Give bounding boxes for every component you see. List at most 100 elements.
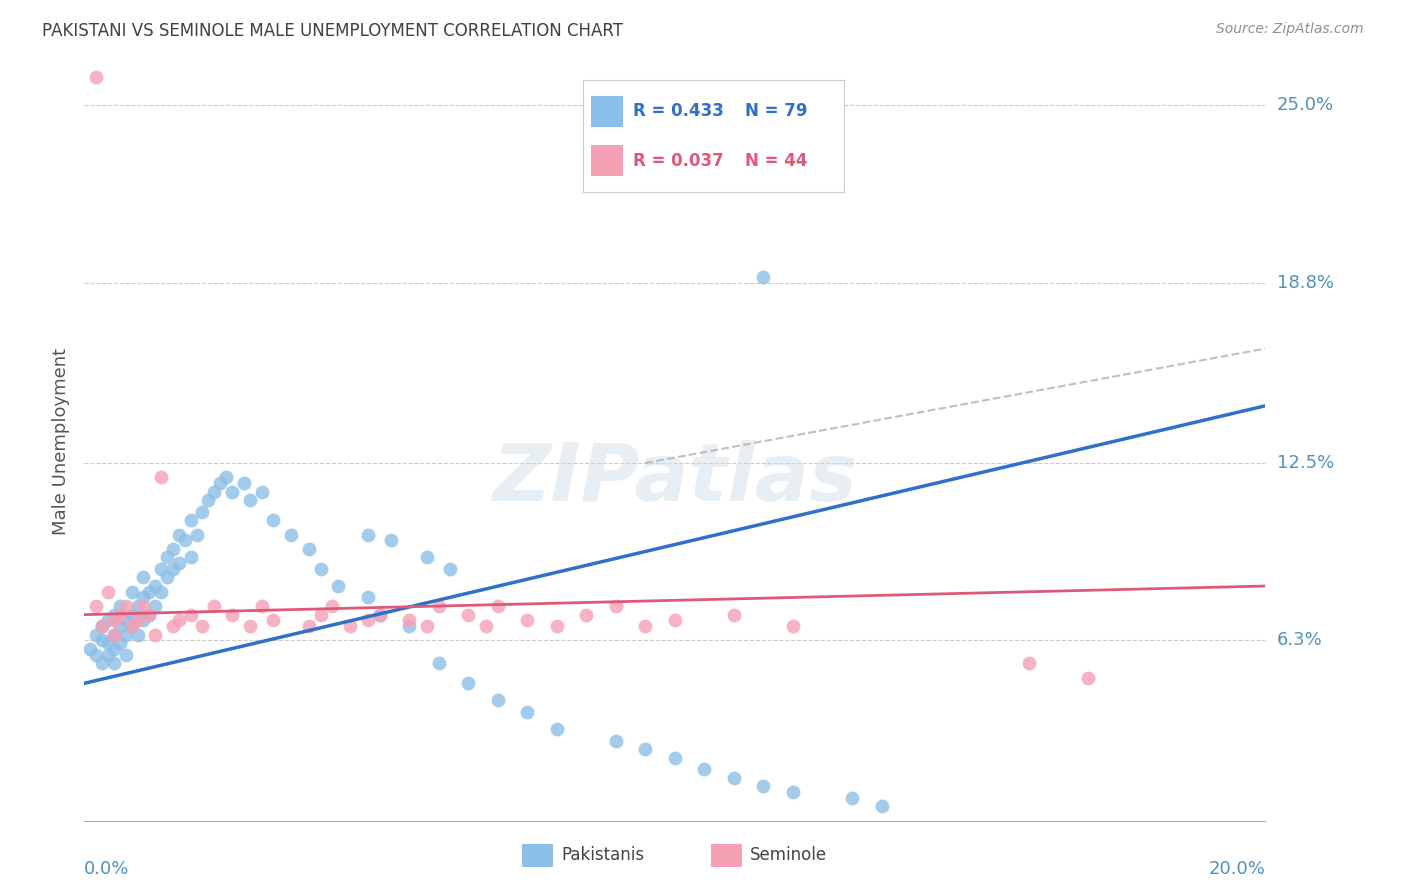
Point bbox=[114, 613, 136, 627]
Point bbox=[91, 657, 114, 671]
Point bbox=[121, 619, 143, 633]
Point bbox=[298, 541, 321, 556]
Point bbox=[91, 619, 114, 633]
Point bbox=[1077, 671, 1099, 685]
Text: R = 0.037: R = 0.037 bbox=[633, 152, 724, 169]
Point bbox=[167, 556, 190, 570]
Point bbox=[457, 676, 479, 690]
Point bbox=[215, 470, 238, 484]
Point bbox=[398, 619, 420, 633]
Point bbox=[380, 533, 402, 548]
Point bbox=[664, 750, 686, 764]
Point bbox=[132, 570, 155, 584]
Point bbox=[143, 628, 166, 642]
Point bbox=[209, 476, 232, 491]
Point bbox=[723, 607, 745, 622]
Point bbox=[150, 562, 173, 576]
Point bbox=[239, 493, 262, 508]
Point bbox=[475, 619, 498, 633]
Point bbox=[398, 613, 420, 627]
Text: N = 44: N = 44 bbox=[745, 152, 807, 169]
Text: Pakistanis: Pakistanis bbox=[561, 847, 644, 864]
Point bbox=[167, 613, 190, 627]
Point bbox=[321, 599, 343, 613]
Text: 18.8%: 18.8% bbox=[1277, 274, 1333, 292]
Point bbox=[108, 599, 131, 613]
Bar bbox=[592, 145, 623, 177]
Point bbox=[202, 484, 225, 499]
Point bbox=[162, 619, 184, 633]
Text: 6.3%: 6.3% bbox=[1277, 632, 1322, 649]
Point bbox=[97, 648, 120, 662]
Point bbox=[309, 562, 332, 576]
Point bbox=[575, 607, 598, 622]
Point bbox=[180, 607, 202, 622]
Point bbox=[191, 505, 214, 519]
Point bbox=[127, 628, 149, 642]
Point bbox=[328, 579, 350, 593]
Point bbox=[357, 527, 380, 541]
Point bbox=[103, 607, 125, 622]
Point bbox=[186, 527, 208, 541]
Point bbox=[114, 599, 136, 613]
Point bbox=[84, 70, 107, 84]
Point bbox=[752, 780, 775, 794]
Point bbox=[138, 584, 160, 599]
Point bbox=[634, 619, 657, 633]
Point bbox=[546, 722, 568, 736]
Point bbox=[250, 599, 273, 613]
Point bbox=[108, 636, 131, 650]
Point bbox=[121, 607, 143, 622]
Point bbox=[143, 599, 166, 613]
Point bbox=[1018, 657, 1040, 671]
Point bbox=[197, 493, 219, 508]
Point bbox=[132, 591, 155, 605]
Point bbox=[232, 476, 254, 491]
Point bbox=[516, 613, 538, 627]
Point bbox=[108, 607, 131, 622]
Point bbox=[91, 619, 114, 633]
Point bbox=[84, 648, 107, 662]
Text: 12.5%: 12.5% bbox=[1277, 454, 1334, 472]
Point bbox=[156, 570, 179, 584]
Point bbox=[138, 607, 160, 622]
Point bbox=[250, 484, 273, 499]
Point bbox=[156, 550, 179, 565]
Point bbox=[97, 584, 120, 599]
Point bbox=[280, 527, 302, 541]
Text: 0.0%: 0.0% bbox=[84, 860, 129, 878]
Point bbox=[427, 657, 450, 671]
Point bbox=[309, 607, 332, 622]
Point bbox=[103, 613, 125, 627]
Point bbox=[167, 527, 190, 541]
Point bbox=[457, 607, 479, 622]
Point bbox=[84, 599, 107, 613]
Point bbox=[416, 550, 439, 565]
Point bbox=[516, 705, 538, 719]
Text: R = 0.433: R = 0.433 bbox=[633, 103, 724, 120]
Point bbox=[546, 619, 568, 633]
Point bbox=[664, 613, 686, 627]
Bar bbox=[522, 844, 554, 867]
Point bbox=[221, 484, 243, 499]
Point bbox=[221, 607, 243, 622]
Point bbox=[103, 628, 125, 642]
Point bbox=[150, 584, 173, 599]
Point bbox=[138, 607, 160, 622]
Text: N = 79: N = 79 bbox=[745, 103, 807, 120]
Point bbox=[605, 733, 627, 747]
Point bbox=[162, 562, 184, 576]
Point bbox=[486, 693, 509, 707]
Point bbox=[127, 599, 149, 613]
Point bbox=[357, 591, 380, 605]
Point bbox=[108, 619, 131, 633]
Text: 25.0%: 25.0% bbox=[1277, 96, 1334, 114]
Point bbox=[841, 790, 863, 805]
Point bbox=[180, 513, 202, 527]
Point bbox=[357, 613, 380, 627]
Bar bbox=[592, 96, 623, 128]
Point bbox=[121, 584, 143, 599]
Point bbox=[782, 619, 804, 633]
Point bbox=[693, 762, 716, 776]
Point bbox=[180, 550, 202, 565]
